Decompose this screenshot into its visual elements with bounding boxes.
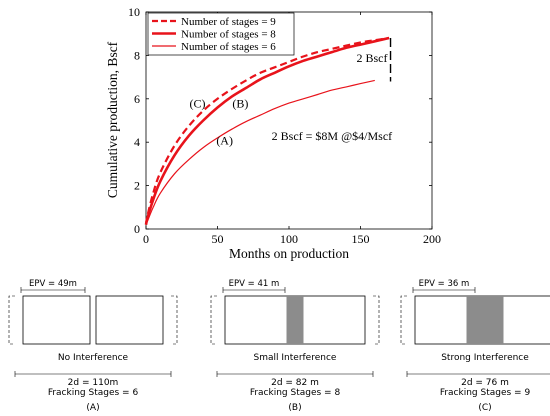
legend-label-3: Number of stages = 6 bbox=[181, 41, 276, 53]
interference-overlap bbox=[286, 296, 304, 344]
fracture-block-left bbox=[22, 295, 91, 345]
x-tick-label: 200 bbox=[423, 232, 441, 246]
case-label: (A) bbox=[86, 403, 99, 413]
tick-marks: 0 50 100 150 200 0 2 4 6 8 10 bbox=[128, 5, 441, 246]
series-line-1 bbox=[144, 36, 390, 225]
spacing-label: 2d = 110m bbox=[68, 378, 119, 388]
bracket-label: 2 Bscf bbox=[356, 51, 387, 65]
case-label: (C) bbox=[478, 403, 491, 413]
epv-label: EPV = 36 m bbox=[419, 279, 470, 289]
fracture-block-right bbox=[95, 295, 164, 345]
boundary-right bbox=[171, 295, 178, 345]
x-tick-label: 50 bbox=[212, 232, 224, 246]
boundary-left bbox=[8, 295, 15, 345]
interference-label: No Interference bbox=[58, 353, 129, 363]
y-tick-label: 8 bbox=[134, 48, 140, 62]
x-axis-label: Months on production bbox=[229, 246, 349, 261]
annotations: (A) (B) (C) 2 Bscf = $8M @$4/Mscf 2 Bscf bbox=[189, 38, 392, 147]
y-tick-label: 10 bbox=[128, 5, 140, 19]
x-tick-label: 0 bbox=[143, 232, 149, 246]
series-line-2 bbox=[144, 36, 390, 225]
boundary-right bbox=[373, 295, 380, 345]
x-tick-label: 100 bbox=[280, 232, 298, 246]
curve-label-2: (C) bbox=[189, 96, 205, 110]
y-tick-label: 0 bbox=[134, 222, 140, 236]
spacing-label: 2d = 82 m bbox=[271, 378, 319, 388]
schematic-2: EPV = 41 m Small Interference 2d = 82 mFra… bbox=[210, 279, 380, 413]
interference-label: Strong Interference bbox=[441, 353, 529, 363]
legend-label-1: Number of stages = 9 bbox=[181, 16, 276, 28]
curve-label-0: (A) bbox=[216, 133, 233, 147]
boundary-left bbox=[210, 295, 217, 345]
production-chart: 0 50 100 150 200 0 2 4 6 8 10 Number of stages = 9… bbox=[105, 5, 441, 261]
schematic-1: EPV = 49m No Interference 2d = 110mFrackin… bbox=[8, 279, 178, 413]
legend-label-2: Number of stages = 8 bbox=[181, 29, 276, 41]
schematic-3: EPV = 36 m Strong Interference 2d = 76 mFr… bbox=[400, 279, 550, 413]
stages-label: Fracking Stages = 6 bbox=[48, 388, 139, 398]
stages-label: Fracking Stages = 8 bbox=[250, 388, 341, 398]
epv-label: EPV = 49m bbox=[29, 279, 77, 289]
y-tick-label: 4 bbox=[134, 135, 140, 149]
interference-label: Small Interference bbox=[254, 353, 337, 363]
y-tick-label: 6 bbox=[134, 92, 140, 106]
case-label: (B) bbox=[288, 403, 301, 413]
boundary-left bbox=[400, 295, 407, 345]
x-tick-label: 150 bbox=[352, 232, 370, 246]
y-tick-label: 2 bbox=[134, 179, 140, 193]
series-line-3 bbox=[145, 79, 375, 225]
curves bbox=[144, 36, 390, 225]
y-axis-label: Cumulative production, Bscf bbox=[105, 41, 120, 198]
epv-label: EPV = 41 m bbox=[229, 279, 280, 289]
curve-label-1: (B) bbox=[232, 96, 248, 110]
spacing-label: 2d = 76 m bbox=[461, 378, 509, 388]
price-note: 2 Bscf = $8M @$4/Mscf bbox=[272, 129, 392, 143]
stages-label: Fracking Stages = 9 bbox=[440, 388, 531, 398]
interference-overlap bbox=[466, 296, 504, 344]
